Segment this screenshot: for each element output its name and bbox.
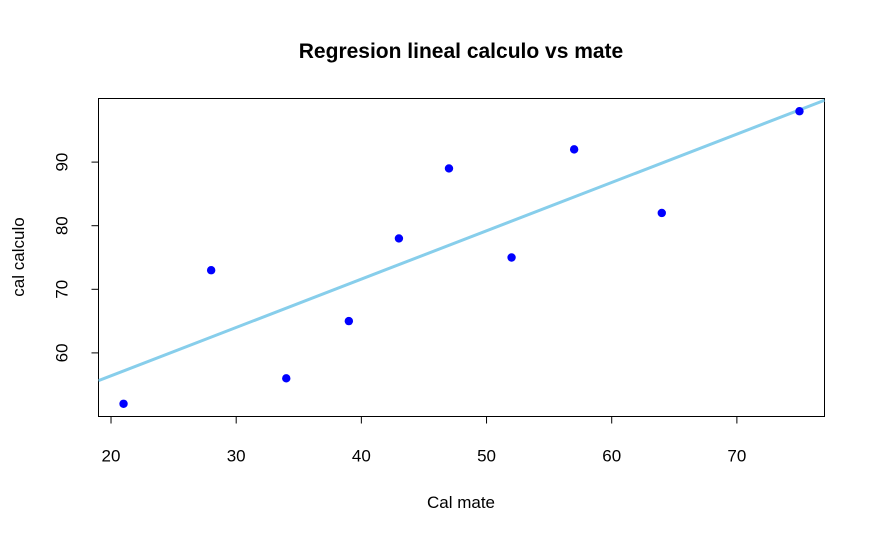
chart-title: Regresion lineal calculo vs mate <box>299 40 623 63</box>
x-axis: 20 30 40 50 60 70 <box>102 416 746 466</box>
data-point <box>119 399 128 408</box>
x-tick-label: 60 <box>602 447 621 466</box>
data-point <box>282 374 291 383</box>
regression-line <box>98 98 825 383</box>
x-tick-label: 30 <box>227 447 246 466</box>
y-tick-label: 90 <box>53 153 72 172</box>
data-points <box>119 107 804 408</box>
regression-line-group <box>98 98 825 383</box>
y-tick-label: 70 <box>53 280 72 299</box>
y-axis: 60 70 80 90 <box>53 153 99 362</box>
data-point <box>795 107 804 116</box>
data-point <box>206 266 216 275</box>
x-tick-label: 20 <box>102 447 121 466</box>
x-tick-label: 50 <box>477 447 496 466</box>
data-point <box>507 253 516 262</box>
y-axis-label: cal calculo <box>9 217 28 296</box>
data-point <box>657 208 666 218</box>
y-tick-label: 80 <box>53 216 72 235</box>
y-tick-label: 60 <box>53 343 72 362</box>
data-point <box>444 164 454 173</box>
data-point <box>569 145 579 154</box>
data-point <box>394 234 404 243</box>
x-axis-label: Cal mate <box>427 493 495 512</box>
x-tick-label: 40 <box>352 447 371 466</box>
plot-area <box>98 98 825 417</box>
x-tick-label: 70 <box>727 447 746 466</box>
data-point <box>344 316 354 326</box>
